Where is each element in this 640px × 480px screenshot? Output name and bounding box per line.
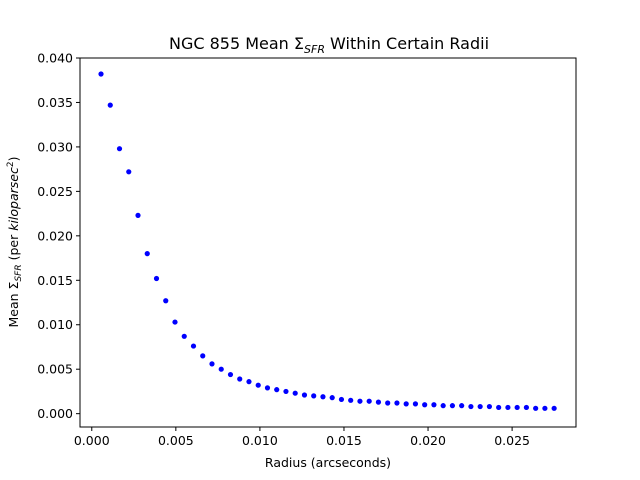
x-tick-label: 0.010	[242, 433, 278, 448]
data-point	[144, 251, 150, 257]
y-axis-ticks: 0.000 0.005 0.010 0.015 0.020 0.025 0.030 0.035…	[37, 51, 80, 421]
data-point	[283, 388, 289, 395]
data-point	[264, 385, 271, 391]
data-points	[98, 71, 557, 411]
data-point	[135, 212, 141, 218]
plot-area-frame	[79, 57, 577, 428]
data-point	[366, 398, 372, 404]
data-point	[190, 343, 197, 349]
data-point	[403, 401, 409, 407]
data-point	[181, 333, 187, 339]
x-tick-label: 0.005	[158, 433, 194, 448]
data-point	[459, 403, 465, 409]
data-point	[533, 405, 539, 411]
data-point	[255, 382, 261, 388]
data-point	[422, 402, 428, 408]
data-point	[523, 404, 530, 411]
y-tick-label: 0.015	[37, 273, 73, 288]
data-point	[153, 275, 160, 282]
data-point	[311, 393, 317, 399]
data-point	[98, 71, 104, 77]
data-point	[394, 400, 400, 406]
data-point	[412, 401, 419, 407]
x-tick-label: 0.000	[74, 433, 110, 448]
data-point	[375, 399, 382, 405]
y-tick-label: 0.020	[37, 228, 73, 243]
data-point	[227, 371, 234, 378]
y-tick-label: 0.030	[37, 139, 73, 154]
data-point	[505, 404, 511, 411]
data-point	[200, 353, 206, 359]
data-point	[496, 404, 502, 411]
data-point	[246, 379, 252, 385]
data-point	[163, 298, 169, 304]
data-point	[449, 403, 456, 409]
data-point	[107, 102, 113, 108]
y-tick-label: 0.010	[37, 317, 73, 332]
data-point	[274, 387, 280, 393]
data-point	[292, 390, 298, 396]
data-point	[357, 398, 363, 404]
x-tick-label: 0.020	[410, 433, 446, 448]
x-axis-ticks: 0.000 0.005 0.010 0.015 0.020 0.025	[74, 427, 530, 448]
data-point	[348, 397, 354, 403]
x-tick-label: 0.025	[494, 433, 530, 448]
data-point	[116, 146, 123, 152]
chart-title: NGC 855 Mean ΣSFR Within Certain Radii	[169, 34, 489, 56]
data-point	[551, 405, 557, 411]
data-point	[126, 169, 132, 175]
data-point	[468, 403, 474, 410]
data-point	[385, 400, 391, 406]
y-tick-label: 0.000	[37, 406, 73, 421]
data-point	[440, 403, 446, 409]
data-point	[172, 319, 178, 325]
y-tick-label: 0.040	[37, 51, 73, 66]
data-point	[542, 405, 548, 411]
data-point	[329, 395, 335, 401]
x-axis-label: Radius (arcseconds)	[265, 455, 391, 470]
x-tick-label: 0.015	[326, 433, 362, 448]
y-tick-label: 0.005	[37, 362, 73, 377]
y-tick-label: 0.025	[37, 184, 73, 199]
data-point	[338, 396, 345, 403]
data-point	[486, 403, 493, 410]
data-point	[514, 404, 520, 411]
y-axis-label: Mean ΣSFR (per kiloparsec2)	[6, 157, 24, 328]
data-point	[320, 394, 326, 400]
data-point	[431, 402, 437, 408]
data-point	[209, 361, 215, 367]
data-point	[237, 376, 243, 382]
data-point	[477, 403, 483, 410]
y-tick-label: 0.035	[37, 95, 73, 110]
data-point	[301, 392, 308, 398]
data-point	[218, 366, 224, 372]
